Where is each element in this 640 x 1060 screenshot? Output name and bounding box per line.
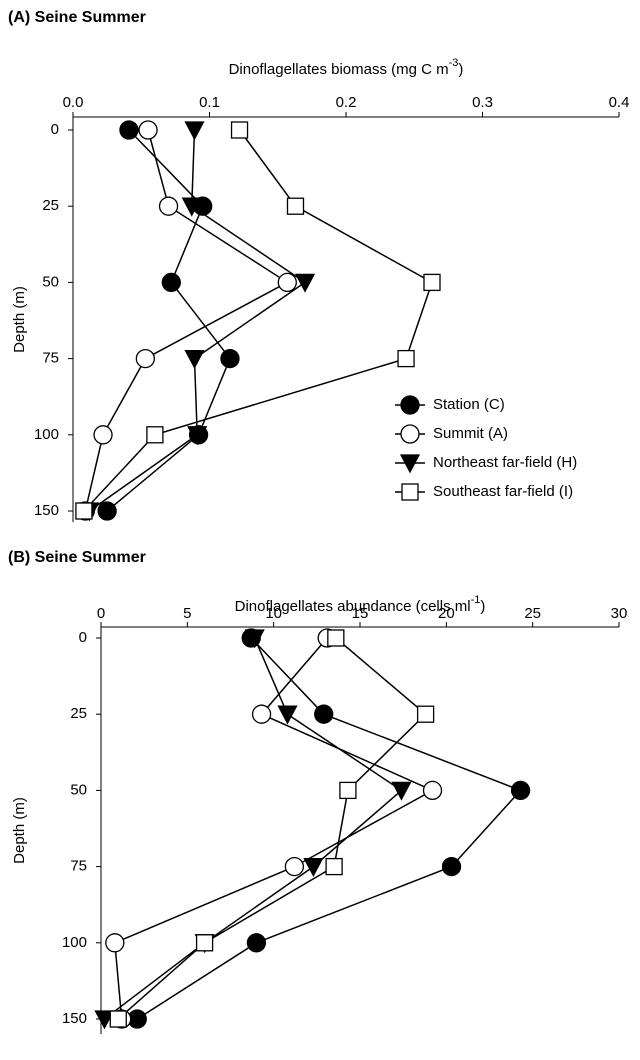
x-tick-label: 0.2 xyxy=(336,94,357,111)
x-tick-label: 0.0 xyxy=(63,94,84,111)
series-line xyxy=(106,129,231,512)
data-point xyxy=(510,780,531,801)
legend-label: Summit (A) xyxy=(433,425,508,442)
y-tick-label: 25 xyxy=(70,705,87,722)
data-point xyxy=(146,426,164,444)
data-point xyxy=(397,349,415,368)
x-tick-label: 0.1 xyxy=(199,94,220,111)
data-point xyxy=(75,502,93,520)
series-line xyxy=(103,637,403,1020)
x-axis-label: Dinoflagellates biomass (mg C m-3) xyxy=(229,57,464,78)
data-point xyxy=(187,426,208,446)
data-point xyxy=(244,629,265,649)
data-point xyxy=(105,933,125,953)
data-point xyxy=(422,780,443,801)
y-tick-label: 100 xyxy=(34,426,59,443)
y-tick-label: 150 xyxy=(62,1010,87,1027)
series-line xyxy=(136,637,522,1020)
data-point xyxy=(339,781,357,800)
data-point xyxy=(230,121,249,139)
series-line xyxy=(84,129,289,512)
data-point xyxy=(325,857,343,876)
data-point xyxy=(391,781,412,801)
y-tick-label: 75 xyxy=(70,858,87,875)
x-tick-label: 15 xyxy=(352,605,369,622)
data-point xyxy=(161,272,181,293)
data-point xyxy=(416,705,435,723)
x-tick-label: 25 xyxy=(524,605,541,622)
data-point xyxy=(277,705,298,725)
data-point xyxy=(327,629,345,647)
x-axis-label-sup: -1 xyxy=(471,594,481,606)
x-axis-label-suffix: ) xyxy=(480,598,485,615)
data-point xyxy=(303,857,324,877)
x-axis-label-suffix: ) xyxy=(458,61,463,78)
x-axis-label-text: Dinoflagellates abundance (cells ml xyxy=(235,598,471,615)
data-point xyxy=(277,272,297,293)
data-point xyxy=(220,348,240,369)
y-tick-label: 50 xyxy=(42,273,59,290)
y-tick-label: 50 xyxy=(70,781,87,798)
data-point xyxy=(97,501,117,521)
x-axis-label-text: Dinoflagellates biomass (mg C m xyxy=(229,61,449,78)
x-tick-label: 0 xyxy=(97,605,105,622)
data-point xyxy=(181,197,202,217)
data-point xyxy=(184,121,205,141)
y-axis-label: Depth (m) xyxy=(11,797,28,864)
data-point xyxy=(158,196,179,216)
legend-marker xyxy=(400,395,420,415)
data-point xyxy=(184,349,205,369)
y-axis-label: Depth (m) xyxy=(11,286,28,353)
y-tick-label: 25 xyxy=(42,197,59,214)
y-tick-label: 75 xyxy=(42,350,59,367)
panel-title: (A) Seine Summer xyxy=(8,9,146,26)
series-line xyxy=(83,129,433,512)
panel-title: (B) Seine Summer xyxy=(8,549,146,566)
y-tick-label: 0 xyxy=(51,121,59,138)
data-point xyxy=(119,120,139,140)
data-point xyxy=(286,197,305,215)
legend-marker xyxy=(399,454,421,474)
x-tick-label: 30 xyxy=(611,605,628,622)
x-tick-label: 10 xyxy=(265,605,282,622)
series-line xyxy=(88,129,307,512)
legend-label: Northeast far-field (H) xyxy=(433,454,577,471)
x-tick-label: 0.3 xyxy=(472,94,493,111)
x-axis-label-sup: -3 xyxy=(449,57,459,69)
data-point xyxy=(314,704,334,724)
x-axis-label: Dinoflagellates abundance (cells ml-1) xyxy=(235,594,486,615)
data-point xyxy=(135,348,155,369)
legend-label: Station (C) xyxy=(433,396,505,413)
legend-label: Southeast far-field (I) xyxy=(433,483,573,500)
data-point xyxy=(109,1010,127,1028)
data-point xyxy=(423,273,441,292)
data-point xyxy=(246,933,267,953)
y-tick-label: 0 xyxy=(79,629,87,646)
data-point xyxy=(441,856,462,877)
series-line xyxy=(117,637,427,1020)
data-point xyxy=(284,856,305,877)
series-line xyxy=(114,637,435,1020)
data-point xyxy=(195,934,214,952)
data-point xyxy=(251,704,272,724)
x-tick-label: 5 xyxy=(183,605,191,622)
data-point xyxy=(94,1010,115,1030)
y-tick-label: 100 xyxy=(62,934,87,951)
y-tick-label: 150 xyxy=(34,502,59,519)
x-tick-label: 20 xyxy=(438,605,455,622)
data-point xyxy=(93,425,113,445)
legend-marker xyxy=(401,483,419,501)
data-point xyxy=(138,120,158,140)
data-point xyxy=(294,273,316,293)
legend-marker xyxy=(400,424,420,444)
x-tick-label: 0.4 xyxy=(609,94,630,111)
